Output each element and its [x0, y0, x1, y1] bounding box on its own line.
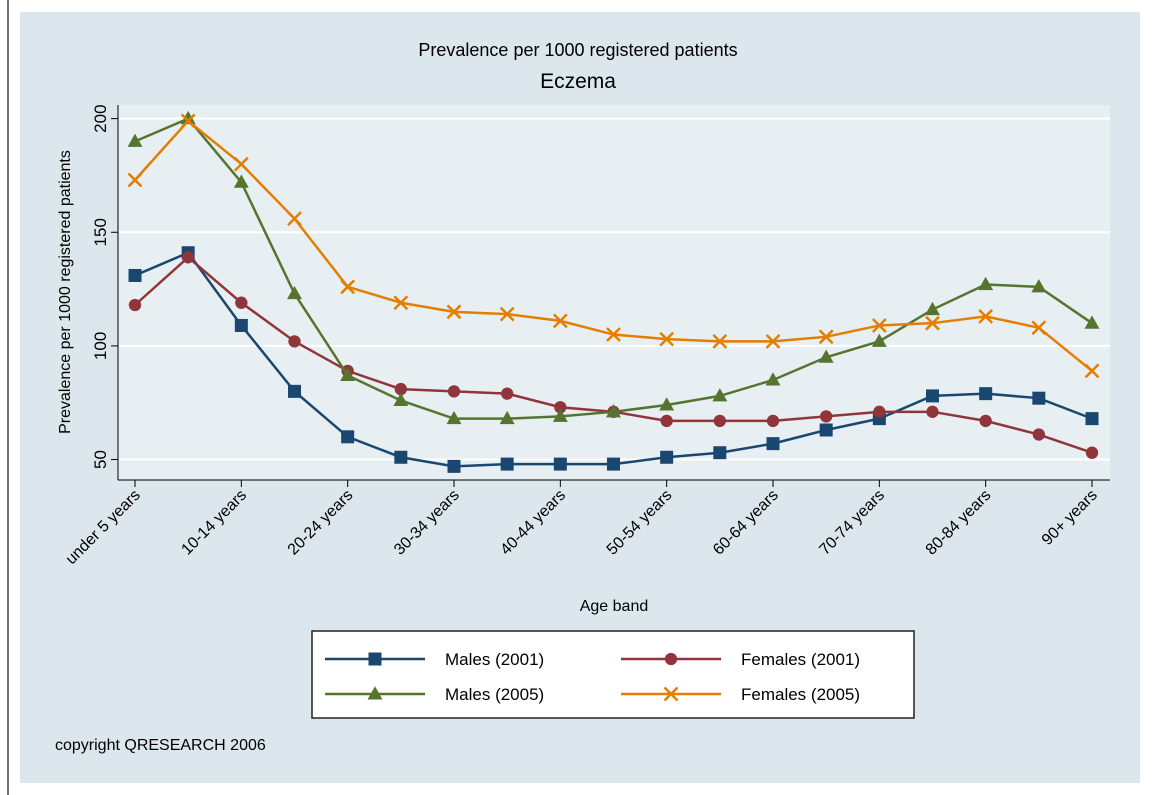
marker-circle	[979, 414, 992, 428]
marker-circle	[660, 414, 673, 428]
marker-x	[1084, 363, 1100, 379]
marker-x	[818, 329, 834, 345]
y-tick-label: 100	[91, 332, 110, 360]
marker-triangle	[712, 388, 728, 402]
marker-triangle	[233, 174, 249, 188]
marker-square	[288, 384, 301, 398]
marker-circle	[819, 410, 833, 423]
x-axis-title: Age band	[580, 598, 649, 615]
marker-circle	[500, 387, 514, 400]
marker-square	[819, 423, 833, 437]
chart-subtitle: Eczema	[540, 70, 616, 93]
marker-circle	[288, 335, 301, 348]
marker-triangle	[606, 404, 621, 418]
marker-triangle	[367, 686, 383, 700]
marker-x	[552, 313, 568, 329]
legend-label: Males (2001)	[445, 650, 544, 669]
marker-square	[341, 430, 355, 444]
marker-circle	[1085, 446, 1099, 459]
marker-x	[663, 686, 679, 702]
marker-x	[499, 306, 515, 322]
marker-circle	[235, 296, 248, 309]
marker-triangle	[180, 110, 196, 125]
marker-square	[368, 652, 382, 666]
marker-square	[394, 450, 408, 464]
marker-triangle	[765, 372, 781, 386]
marker-triangle	[978, 276, 994, 291]
y-axis-title: Prevalence per 1000 registered patients	[57, 150, 74, 434]
marker-square	[447, 459, 461, 473]
plot-region	[118, 105, 1110, 480]
legend-box	[311, 630, 915, 719]
marker-square	[766, 437, 780, 451]
marker-x	[393, 295, 409, 311]
marker-triangle	[499, 410, 515, 425]
marker-square	[979, 387, 993, 401]
chart-title: Prevalence per 1000 registered patients	[418, 40, 737, 60]
marker-triangle	[552, 408, 568, 422]
marker-triangle	[818, 349, 834, 363]
marker-x	[712, 333, 728, 349]
marker-x	[180, 113, 196, 129]
marker-square	[1032, 391, 1046, 405]
marker-x	[233, 156, 249, 172]
marker-triangle	[925, 301, 940, 316]
marker-triangle	[871, 333, 887, 347]
marker-circle	[713, 414, 727, 428]
marker-x	[871, 318, 887, 333]
marker-square	[926, 389, 939, 403]
marker-x	[287, 211, 302, 227]
marker-circle	[926, 405, 939, 418]
marker-x	[765, 333, 781, 349]
marker-square	[713, 446, 727, 460]
marker-x	[1031, 320, 1047, 336]
marker-x	[340, 279, 356, 295]
marker-triangle	[659, 397, 675, 411]
marker-circle	[664, 652, 678, 666]
marker-triangle	[1031, 279, 1047, 293]
marker-x	[659, 331, 675, 347]
marker-circle	[1032, 428, 1046, 441]
marker-circle	[394, 382, 408, 396]
marker-circle	[766, 414, 780, 428]
marker-square	[660, 450, 674, 464]
marker-square	[1085, 412, 1099, 426]
marker-triangle	[127, 133, 143, 147]
marker-triangle	[340, 367, 356, 381]
marker-circle	[181, 251, 195, 264]
marker-x	[446, 304, 462, 320]
legend-label: Males (2005)	[445, 685, 544, 704]
copyright-note: copyright QRESEARCH 2006	[55, 737, 266, 754]
marker-x	[606, 327, 621, 342]
marker-triangle	[287, 285, 302, 300]
marker-x	[925, 315, 940, 331]
marker-x	[127, 172, 143, 188]
y-tick-label: 50	[91, 450, 110, 469]
marker-circle	[128, 298, 142, 312]
legend-label: Females (2001)	[741, 650, 860, 669]
marker-circle	[873, 405, 886, 418]
marker-square	[553, 457, 567, 471]
y-tick-label: 150	[91, 218, 110, 246]
marker-x	[978, 308, 994, 324]
marker-circle	[554, 401, 567, 414]
y-tick-label: 200	[91, 104, 110, 132]
marker-square	[500, 457, 514, 471]
marker-triangle	[1084, 315, 1100, 329]
marker-square	[234, 318, 248, 332]
marker-triangle	[446, 410, 462, 425]
marker-square	[128, 268, 142, 282]
legend-label: Females (2005)	[741, 685, 860, 704]
marker-circle	[447, 385, 461, 398]
marker-square	[607, 457, 620, 471]
marker-triangle	[393, 392, 409, 406]
